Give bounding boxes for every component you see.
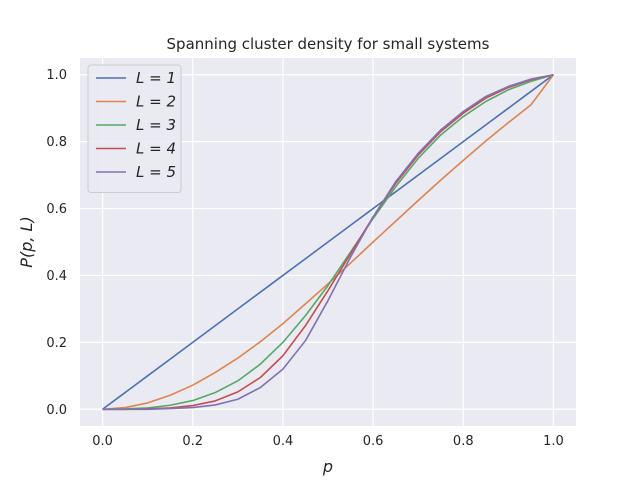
x-tick-label: 0.0 xyxy=(92,434,113,449)
chart-title: Spanning cluster density for small syste… xyxy=(167,35,490,53)
y-tick-label: 0.6 xyxy=(46,202,67,217)
y-tick-label: 0.2 xyxy=(46,336,67,351)
x-tick-label: 1.0 xyxy=(543,434,564,449)
x-tick-label: 0.6 xyxy=(363,434,384,449)
y-tick-label: 1.0 xyxy=(46,68,67,83)
series-line-L1 xyxy=(102,74,554,410)
x-ticks: 0.0 0.2 0.4 0.6 0.8 1.0 xyxy=(92,434,564,449)
series-line-L5 xyxy=(102,73,554,411)
y-tick-label: 0.0 xyxy=(46,403,67,418)
series-line-L4 xyxy=(102,73,554,411)
legend-entry-L2: L = 2 xyxy=(136,93,176,111)
grid xyxy=(80,58,576,426)
y-ticks: 0.0 0.2 0.4 0.6 0.8 1.0 xyxy=(46,68,67,418)
series-lines xyxy=(102,73,555,411)
series-line-L3 xyxy=(102,73,554,411)
legend-frame xyxy=(87,64,182,193)
x-tick-label: 0.8 xyxy=(453,434,474,449)
x-tick-label: 0.2 xyxy=(182,434,203,449)
series-line-L2 xyxy=(102,74,555,411)
y-tick-label: 0.8 xyxy=(46,135,67,150)
legend-entry-L3: L = 3 xyxy=(136,116,176,134)
legend: L = 1 L = 2 L = 3 L = 4 L = 5 xyxy=(87,64,182,193)
legend-entry-L4: L = 4 xyxy=(136,140,176,158)
y-axis-label: P(p, L) xyxy=(17,216,36,267)
x-axis-label: p xyxy=(322,457,333,476)
legend-entry-L5: L = 5 xyxy=(136,163,176,181)
y-tick-label: 0.4 xyxy=(46,269,67,284)
x-tick-label: 0.4 xyxy=(273,434,294,449)
legend-entry-L1: L = 1 xyxy=(136,69,176,87)
